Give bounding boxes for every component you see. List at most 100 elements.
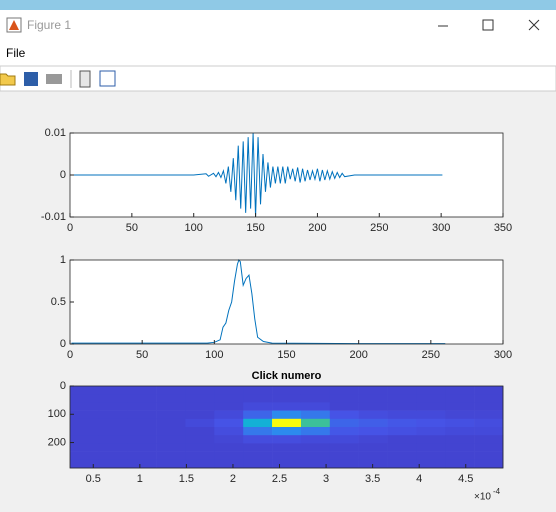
heatmap-cell <box>243 394 273 403</box>
heatmap-cell <box>329 410 359 420</box>
heatmap-cell <box>445 386 475 395</box>
heatmap-cell <box>358 386 388 395</box>
heatmap-cell <box>300 402 331 411</box>
colorbar-icon[interactable] <box>79 70 91 88</box>
heatmap-cell <box>474 427 504 436</box>
heatmap-cell <box>185 435 215 444</box>
heatmap-cell <box>156 386 186 395</box>
heatmap-cell <box>70 394 100 403</box>
heatmap-cell <box>416 451 446 461</box>
y-tick-label: 1 <box>60 254 66 266</box>
heatmap-cell <box>272 394 302 403</box>
heatmap-cell <box>387 451 417 461</box>
heatmap-cell <box>272 418 302 428</box>
save-icon[interactable] <box>24 72 38 86</box>
heatmap-cell <box>127 386 157 395</box>
x-tick-label: 2 <box>230 473 236 485</box>
heatmap-cell <box>70 427 100 436</box>
y-tick-label: 200 <box>48 436 66 448</box>
heatmap-cell <box>416 427 446 436</box>
heatmap-cell <box>300 418 331 428</box>
heatmap-cell <box>474 435 504 444</box>
heatmap-cell <box>474 386 504 395</box>
heatmap-cell <box>358 427 388 436</box>
heatmap-cell <box>214 386 244 395</box>
heatmap-cell <box>156 435 186 444</box>
heatmap-cell <box>300 410 331 420</box>
menu-bar <box>0 42 556 66</box>
window-title: Figure 1 <box>27 18 71 32</box>
heatmap-cell <box>214 451 244 461</box>
heatmap-cell <box>98 427 129 436</box>
y-tick-label: 0.01 <box>45 127 66 139</box>
heatmap-cell <box>445 459 475 469</box>
title-bar <box>0 10 556 42</box>
heatmap-cell <box>272 451 302 461</box>
heatmap-cell <box>70 435 100 444</box>
heatmap-cell <box>474 394 504 403</box>
heatmap-cell <box>127 459 157 469</box>
legend-icon[interactable] <box>99 70 116 87</box>
heatmap-cell <box>185 410 215 420</box>
close-button[interactable] <box>528 19 540 31</box>
heatmap-cell <box>70 459 100 469</box>
heatmap-cell <box>358 451 388 461</box>
heatmap-cell <box>329 451 359 461</box>
heatmap-cell <box>127 410 157 420</box>
heatmap-cell <box>243 451 273 461</box>
heatmap-cell <box>70 418 100 428</box>
heatmap-cell <box>300 459 331 469</box>
heatmap-cell <box>185 451 215 461</box>
heatmap-cell <box>156 418 186 428</box>
y-tick-label: 0 <box>60 338 66 350</box>
heatmap-cell <box>329 418 359 428</box>
heatmap-cell <box>98 386 129 395</box>
heatmap-cell <box>185 418 215 428</box>
x-tick-label: 4 <box>416 473 422 485</box>
heatmap-cell <box>445 410 475 420</box>
axes-title: Click numero <box>252 370 322 382</box>
x-tick-label: 250 <box>422 349 440 361</box>
heatmap-cell <box>387 402 417 411</box>
heatmap-cell <box>358 435 388 444</box>
axes-background <box>70 260 503 344</box>
x-tick-label: 0.5 <box>86 473 101 485</box>
heatmap-cell <box>243 386 273 395</box>
maximize-button[interactable] <box>482 19 494 31</box>
print-icon[interactable] <box>46 74 62 84</box>
x-tick-label: 50 <box>136 349 148 361</box>
x-tick-label: 250 <box>370 222 388 234</box>
heatmap-cell <box>214 459 244 469</box>
open-icon[interactable] <box>0 73 16 86</box>
heatmap-cell <box>387 410 417 420</box>
y-tick-label: -0.01 <box>41 211 66 223</box>
app-icon-shape <box>9 20 19 30</box>
x-tick-label: 1.5 <box>179 473 194 485</box>
heatmap-cell <box>214 402 244 411</box>
heatmap-cell <box>474 443 504 452</box>
heatmap-cell <box>185 443 215 452</box>
x-tick-label: 0 <box>67 349 73 361</box>
heatmap-cell <box>185 394 215 403</box>
heatmap-cell <box>358 410 388 420</box>
x-tick-label: 150 <box>246 222 264 234</box>
heatmap-cell <box>243 418 273 428</box>
x-tick-label: 200 <box>349 349 367 361</box>
heatmap-cell <box>70 386 100 395</box>
heatmap-cell <box>98 451 129 461</box>
heatmap-cell <box>416 435 446 444</box>
heatmap-cell <box>243 427 273 436</box>
heatmap-cell <box>156 402 186 411</box>
heatmap-cell <box>358 418 388 428</box>
heatmap-cell <box>474 410 504 420</box>
x-tick-label: 100 <box>205 349 223 361</box>
menu-item[interactable]: File <box>6 46 26 60</box>
x-tick-label: 100 <box>185 222 203 234</box>
heatmap-cell <box>416 386 446 395</box>
heatmap-cell <box>185 402 215 411</box>
heatmap-cell <box>272 410 302 420</box>
heatmap-cell <box>214 435 244 444</box>
heatmap-cell <box>387 394 417 403</box>
x-tick-label: 350 <box>494 222 512 234</box>
